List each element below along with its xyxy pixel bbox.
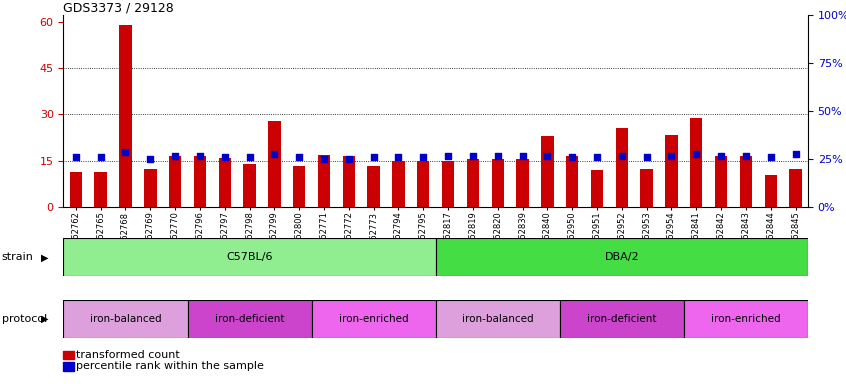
Bar: [169, 156, 181, 207]
Bar: [218, 158, 231, 207]
Text: iron-enriched: iron-enriched: [711, 314, 781, 324]
Bar: [566, 156, 579, 207]
Point: [94, 154, 107, 161]
Point: [267, 151, 281, 157]
Point: [118, 149, 132, 155]
Point: [243, 154, 256, 161]
Text: GDS3373 / 29128: GDS3373 / 29128: [63, 1, 174, 14]
Bar: [715, 156, 728, 207]
Bar: [417, 161, 430, 207]
Bar: [144, 169, 157, 207]
Bar: [244, 164, 255, 207]
Bar: [436, 238, 808, 276]
Point: [293, 154, 306, 161]
Bar: [293, 166, 305, 207]
Bar: [63, 300, 188, 338]
Text: iron-deficient: iron-deficient: [215, 314, 284, 324]
Bar: [188, 300, 311, 338]
Point: [442, 152, 455, 159]
Text: iron-balanced: iron-balanced: [90, 314, 162, 324]
Bar: [119, 25, 132, 207]
Bar: [765, 175, 777, 207]
Bar: [318, 155, 330, 207]
Point: [144, 156, 157, 162]
Bar: [343, 156, 355, 207]
Bar: [739, 156, 752, 207]
Point: [342, 156, 355, 162]
Point: [491, 152, 504, 159]
Bar: [393, 161, 404, 207]
Text: percentile rank within the sample: percentile rank within the sample: [76, 361, 264, 371]
Point: [714, 152, 728, 159]
Text: ▶: ▶: [41, 314, 48, 324]
Text: iron-balanced: iron-balanced: [462, 314, 534, 324]
Point: [739, 152, 753, 159]
Point: [193, 152, 206, 159]
Bar: [684, 300, 808, 338]
Text: iron-deficient: iron-deficient: [587, 314, 656, 324]
Bar: [690, 118, 702, 207]
Point: [541, 152, 554, 159]
Bar: [95, 172, 107, 207]
Bar: [69, 172, 82, 207]
Text: DBA/2: DBA/2: [605, 252, 639, 262]
Bar: [541, 136, 553, 207]
Text: transformed count: transformed count: [76, 350, 180, 360]
Point: [689, 151, 703, 157]
Point: [69, 154, 83, 161]
Bar: [467, 159, 479, 207]
Bar: [194, 156, 206, 207]
Text: protocol: protocol: [2, 314, 47, 324]
Bar: [516, 159, 529, 207]
Bar: [492, 159, 504, 207]
Text: iron-enriched: iron-enriched: [339, 314, 409, 324]
Bar: [367, 166, 380, 207]
Point: [218, 154, 232, 161]
Point: [764, 154, 777, 161]
Bar: [665, 134, 678, 207]
Text: strain: strain: [2, 252, 34, 262]
Bar: [63, 238, 436, 276]
Point: [367, 154, 381, 161]
Text: ▶: ▶: [41, 252, 48, 262]
Text: C57BL/6: C57BL/6: [227, 252, 272, 262]
Bar: [640, 169, 653, 207]
Point: [516, 152, 530, 159]
Point: [665, 152, 678, 159]
Point: [317, 156, 331, 162]
Bar: [560, 300, 684, 338]
Bar: [311, 300, 436, 338]
Point: [392, 154, 405, 161]
Bar: [616, 128, 628, 207]
Bar: [268, 121, 281, 207]
Point: [615, 152, 629, 159]
Bar: [591, 170, 603, 207]
Point: [416, 154, 430, 161]
Bar: [436, 300, 560, 338]
Bar: [789, 169, 802, 207]
Point: [565, 154, 579, 161]
Point: [466, 152, 480, 159]
Point: [168, 152, 182, 159]
Point: [591, 154, 604, 161]
Point: [788, 151, 802, 157]
Point: [640, 154, 653, 161]
Bar: [442, 161, 454, 207]
